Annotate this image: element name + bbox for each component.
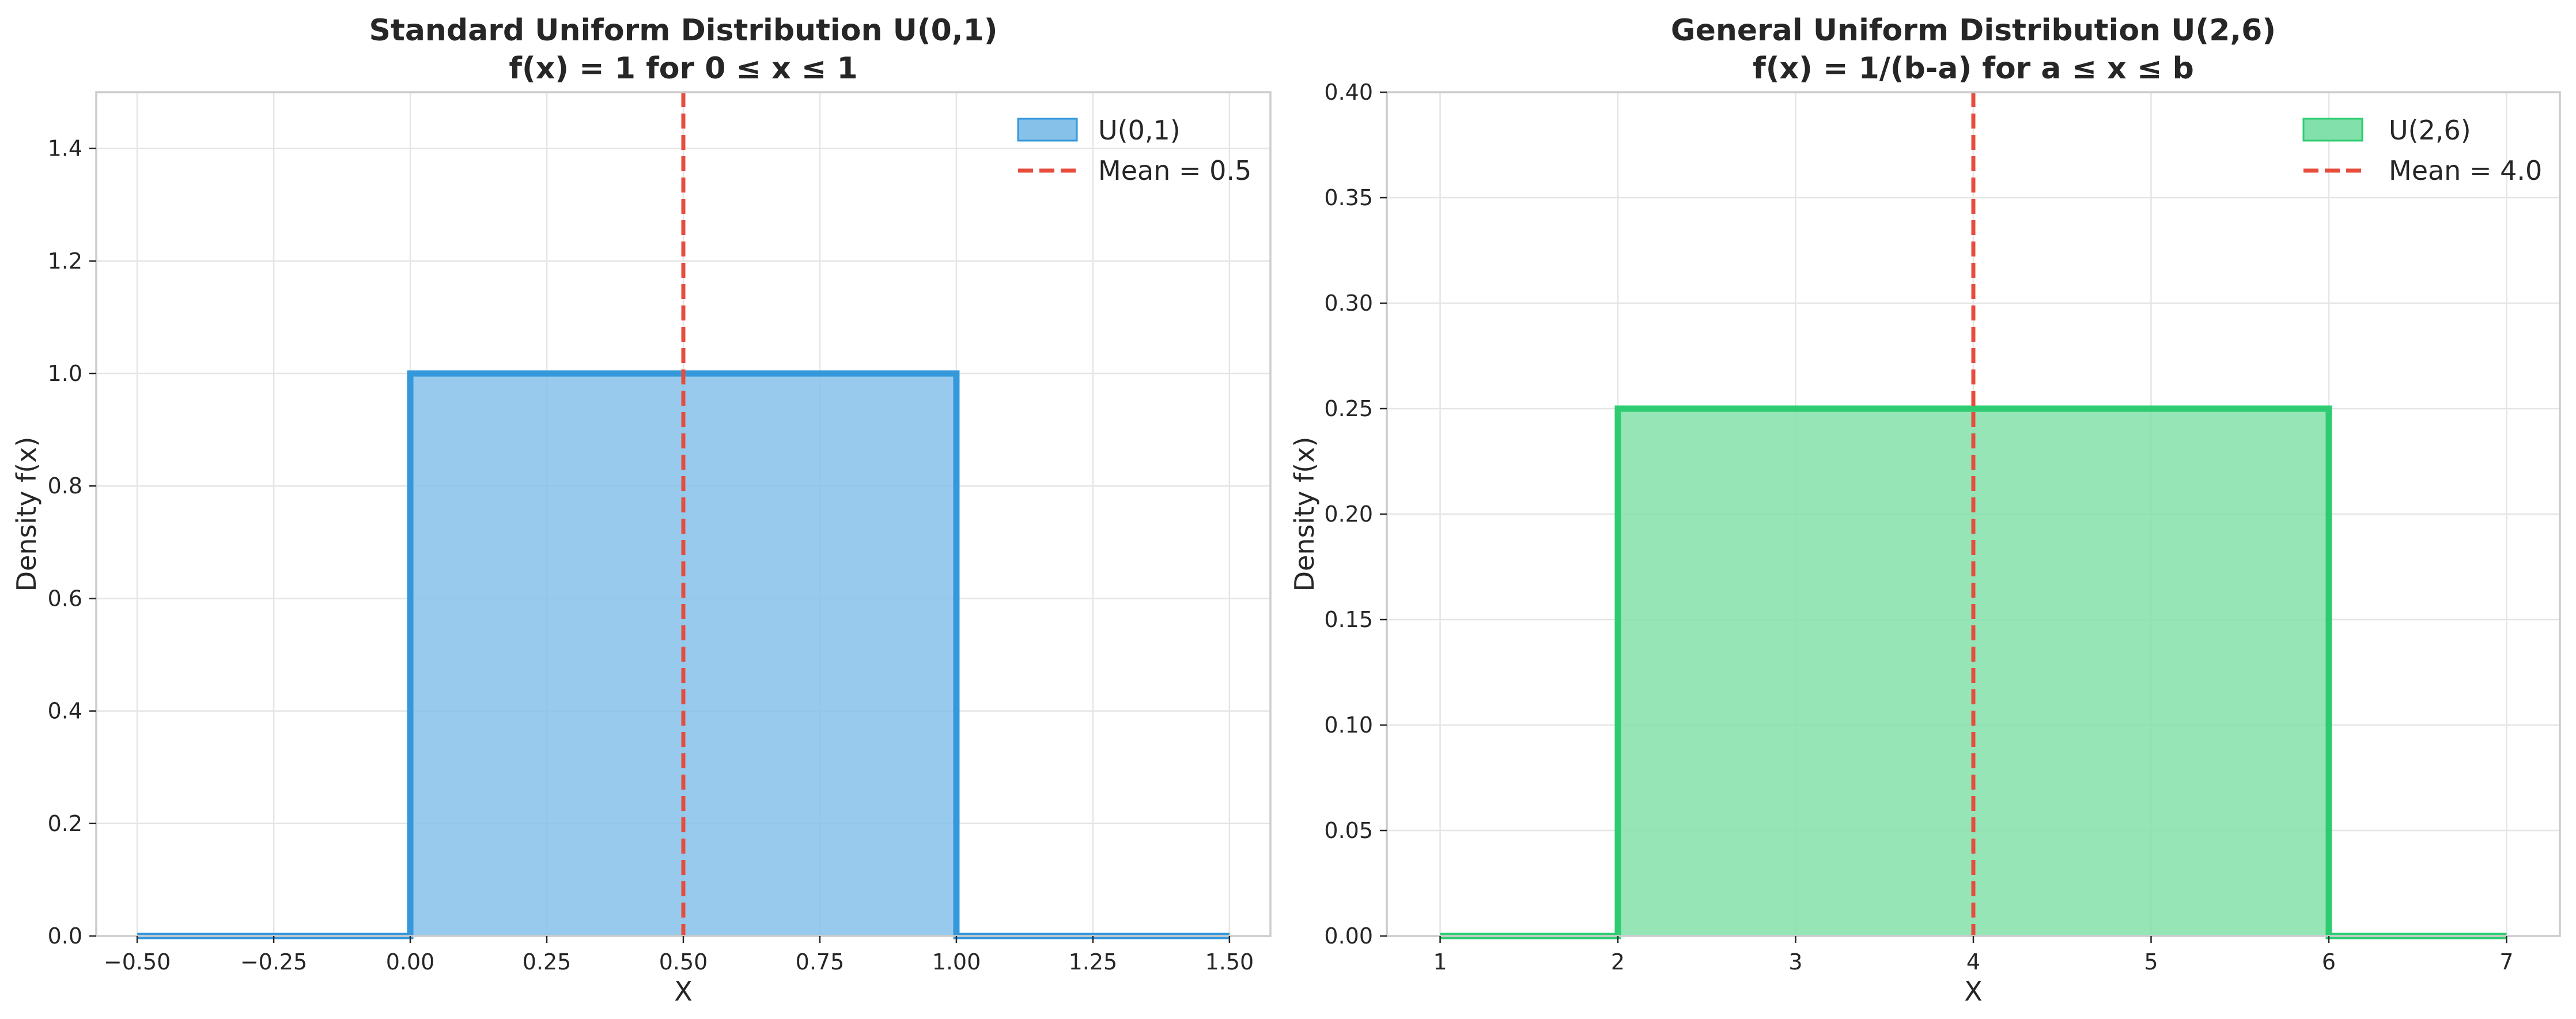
legend-swatch-density: [1017, 118, 1078, 142]
x-tick-label: 1: [1433, 949, 1447, 975]
y-tick-label: 1.0: [48, 361, 82, 386]
y-tick-label: 0.20: [1324, 501, 1373, 527]
x-tick-label: 1.50: [1205, 949, 1254, 975]
x-tick-label: 4: [1966, 949, 1980, 975]
x-tick-label: −0.50: [104, 949, 171, 975]
x-tick-label: 3: [1788, 949, 1802, 975]
legend-swatch-density: [2302, 118, 2363, 142]
legend: U(0,1) Mean = 0.5: [1017, 115, 1251, 186]
x-tick-label: 6: [2322, 949, 2336, 975]
standard-uniform-chart: Standard Uniform Distribution U(0,1) f(x…: [11, 13, 1272, 1007]
y-tick-label: 0.40: [1324, 80, 1373, 105]
x-axis-label: X: [674, 976, 693, 1007]
x-tick-label: 2: [1611, 949, 1625, 975]
y-axis-ticks: 0.0 0.2 0.4 0.6 0.8 1.0 1.2 1.4: [48, 136, 96, 949]
general-uniform-chart: General Uniform Distribution U(2,6) f(x)…: [1289, 13, 2561, 1007]
y-tick-label: 0.6: [48, 586, 82, 611]
y-tick-label: 0.4: [48, 699, 82, 724]
legend-label-mean: Mean = 0.5: [1098, 155, 1251, 186]
legend-label-density: U(2,6): [2389, 115, 2471, 146]
y-tick-label: 0.25: [1324, 396, 1373, 421]
y-axis-label: Density f(x): [11, 437, 42, 592]
x-tick-label: 0.25: [523, 949, 572, 975]
x-tick-label: 1.25: [1069, 949, 1118, 975]
x-tick-label: 1.00: [932, 949, 981, 975]
chart-subtitle: f(x) = 1/(b-a) for a ≤ x ≤ b: [1753, 51, 2194, 86]
chart-title: Standard Uniform Distribution U(0,1): [369, 13, 998, 48]
y-tick-label: 0.00: [1324, 923, 1373, 949]
x-tick-label: 5: [2144, 949, 2158, 975]
legend: U(2,6) Mean = 4.0: [2302, 115, 2542, 186]
y-tick-label: 1.2: [48, 248, 82, 274]
y-tick-label: 0.0: [48, 923, 82, 949]
y-axis-ticks: 0.00 0.05 0.10 0.15 0.20 0.25 0.30 0.35 0.40: [1324, 80, 1387, 949]
chart-subtitle: f(x) = 1 for 0 ≤ x ≤ 1: [509, 51, 857, 86]
x-axis-ticks: 1 2 3 4 5 6 7: [1433, 936, 2514, 975]
y-tick-label: 0.05: [1324, 818, 1373, 843]
y-tick-label: 0.10: [1324, 712, 1373, 738]
chart-title: General Uniform Distribution U(2,6): [1671, 13, 2276, 48]
x-tick-label: 0.75: [796, 949, 845, 975]
x-tick-label: 0.50: [659, 949, 708, 975]
y-tick-label: 0.30: [1324, 290, 1373, 316]
x-tick-label: 7: [2499, 949, 2513, 975]
y-tick-label: 0.15: [1324, 607, 1373, 632]
y-tick-label: 0.8: [48, 473, 82, 499]
legend-label-mean: Mean = 4.0: [2389, 155, 2542, 186]
y-tick-label: 1.4: [48, 136, 82, 161]
y-axis-label: Density f(x): [1289, 437, 1320, 592]
legend-label-density: U(0,1): [1098, 115, 1181, 146]
x-tick-label: −0.25: [240, 949, 307, 975]
x-axis-ticks: −0.50 −0.25 0.00 0.25 0.50 0.75 1.00 1.25 1.50: [104, 936, 1254, 975]
x-tick-label: 0.00: [386, 949, 435, 975]
x-axis-label: X: [1964, 976, 1983, 1007]
y-tick-label: 0.35: [1324, 185, 1373, 210]
y-tick-label: 0.2: [48, 811, 82, 836]
